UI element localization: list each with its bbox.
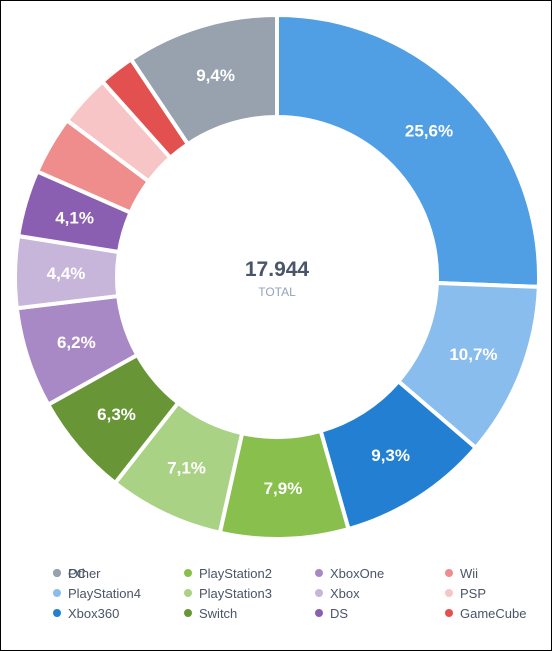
legend-item-switch[interactable]: Switch: [184, 604, 237, 622]
legend-item-xbox360[interactable]: Xbox360: [53, 604, 119, 622]
slice-label-other: 9,4%: [196, 66, 235, 85]
legend-dot-icon: [53, 569, 61, 577]
legend-item-playstation4[interactable]: PlayStation4: [53, 584, 141, 602]
donut-chart: 25,6% 10,7% 9,3% 7,9% 7,1% 6,3% 6,2% 4,4% 4,1% 9,…: [13, 13, 541, 541]
legend-dot-icon: [445, 569, 453, 577]
slice-pc[interactable]: [275, 13, 541, 289]
legend: PC PlayStation4 Xbox360 PlayStation2 PlaySta…: [53, 564, 533, 644]
legend-item-other[interactable]: Other: [53, 564, 101, 582]
legend-dot-icon: [315, 589, 323, 597]
legend-label: PC: [68, 565, 87, 581]
legend-item-playstation2[interactable]: PlayStation2: [184, 564, 272, 582]
legend-dot-icon: [53, 609, 61, 617]
legend-label: PSP: [460, 585, 487, 601]
slice-other[interactable]: [129, 13, 279, 147]
legend-label: Xbox: [330, 585, 360, 601]
legend-dot-icon: [315, 609, 323, 617]
legend-dot-icon: [184, 569, 192, 577]
total-value: 17.944: [245, 258, 310, 281]
legend-dot-icon: [445, 589, 453, 597]
legend-item-xbox[interactable]: Xbox: [315, 584, 360, 602]
legend-label: Other: [68, 565, 101, 581]
legend-label: Xbox360: [68, 605, 120, 621]
legend-dot-icon: [315, 569, 323, 577]
slice-label-xbox360: 9,3%: [371, 446, 410, 465]
legend-item-playstation3[interactable]: PlayStation3: [184, 584, 272, 602]
donut-slice-labels: 25,6% 10,7% 9,3% 7,9% 7,1% 6,3% 6,2% 4,4% 4,1% 9,…: [47, 66, 498, 498]
slice-label-ds: 4,1%: [55, 208, 94, 227]
slice-label-xbox: 4,4%: [47, 264, 86, 283]
legend-item-gamecube[interactable]: GameCube: [445, 604, 526, 622]
legend-label: DS: [330, 605, 349, 621]
legend-label: PlayStation2: [199, 565, 272, 581]
legend-label: PlayStation3: [199, 585, 272, 601]
legend-item-ds[interactable]: DS: [315, 604, 348, 622]
legend-label: PlayStation4: [68, 585, 141, 601]
legend-dot-icon: [53, 589, 61, 597]
donut-slices: [13, 13, 541, 541]
legend-dot-icon: [184, 609, 192, 617]
slice-label-playstation4: 10,7%: [449, 345, 497, 364]
legend-label: XboxOne: [330, 565, 385, 581]
slice-label-playstation2: 7,9%: [264, 479, 303, 498]
legend-label: Switch: [199, 605, 238, 621]
legend-dot-icon: [184, 589, 192, 597]
total-label: TOTAL: [258, 285, 296, 299]
legend-label: Wii: [460, 565, 479, 581]
legend-dot-icon: [445, 609, 453, 617]
legend-label: GameCube: [460, 605, 527, 621]
slice-label-pc: 25,6%: [405, 122, 453, 141]
slice-label-switch: 6,3%: [97, 405, 136, 424]
legend-item-xboxone[interactable]: XboxOne: [315, 564, 384, 582]
legend-item-psp[interactable]: PSP: [445, 584, 486, 602]
legend-item-wii[interactable]: Wii: [445, 564, 478, 582]
slice-label-playstation3: 7,1%: [167, 459, 206, 478]
slice-label-xboxone: 6,2%: [57, 333, 96, 352]
